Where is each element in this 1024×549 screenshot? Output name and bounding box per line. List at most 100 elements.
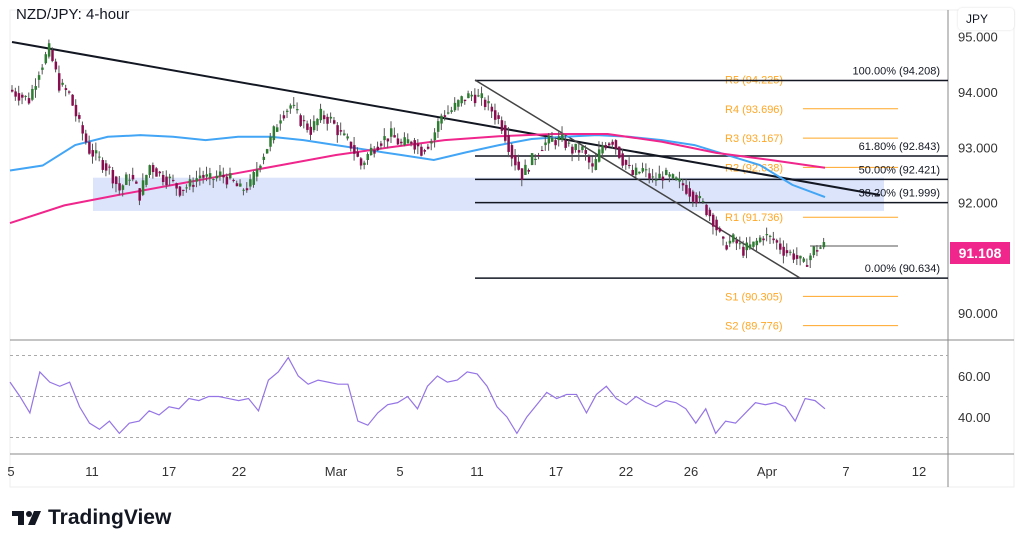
candle-body [550, 137, 554, 142]
candle-body [473, 94, 477, 104]
pivot-label: S2 (89.776) [725, 321, 782, 333]
candle-body [805, 265, 809, 267]
candle-body [400, 141, 403, 144]
candle-body [289, 105, 292, 109]
candle-body [188, 179, 192, 187]
candle-body [218, 171, 222, 177]
fib-label: 50.00% (92.421) [859, 164, 940, 176]
candle-body [685, 184, 688, 194]
candle-body [108, 166, 111, 168]
candle-body [500, 120, 504, 131]
candle-body [624, 160, 628, 165]
candle-body [614, 140, 618, 149]
candle-body [94, 150, 98, 154]
candle-body [457, 100, 460, 107]
candle-body [463, 99, 467, 102]
candle-body [772, 238, 775, 241]
candle-body [51, 49, 54, 61]
candle-body [138, 188, 141, 201]
candle-body [718, 228, 722, 232]
candle-body [524, 164, 527, 175]
candle-body [242, 189, 245, 191]
candle-body [54, 61, 58, 70]
candle-body [782, 246, 785, 256]
pivot-label: S1 (90.305) [725, 291, 782, 303]
candle-body [322, 115, 326, 120]
candle-body [272, 126, 276, 141]
candle-body [17, 93, 21, 101]
candle-body [715, 219, 718, 231]
sma100-line [9, 134, 826, 199]
candle-body [628, 164, 631, 166]
candle-body [346, 136, 349, 139]
candle-body [517, 161, 520, 170]
candle-body [815, 250, 819, 252]
candle-body [78, 115, 81, 119]
candle-body [725, 245, 728, 250]
candle-body [98, 156, 101, 158]
candle-body [359, 158, 363, 166]
candle-body [581, 146, 584, 151]
candle-body [775, 240, 779, 243]
candle-body [64, 88, 68, 91]
candle-body [601, 145, 604, 154]
candle-body [269, 136, 272, 147]
candle-body [165, 176, 168, 186]
candle-body [151, 164, 155, 173]
candle-body [648, 173, 651, 179]
candle-body [587, 156, 591, 163]
candle-body [135, 181, 138, 184]
candle-body [356, 151, 359, 157]
candle-body [534, 158, 537, 161]
chart-title: NZD/JPY: 4-hour [16, 6, 130, 23]
candle-body [111, 169, 115, 184]
candle-body [762, 238, 765, 241]
candle-body [604, 145, 608, 149]
candle-body [530, 153, 534, 165]
candle-body [128, 179, 131, 181]
candle-body [654, 179, 658, 181]
candle-body [651, 176, 655, 178]
time-tick-label: 26 [684, 464, 698, 479]
candle-body [182, 189, 185, 191]
candle-body [574, 143, 577, 151]
candle-body [91, 150, 94, 157]
candle-body [44, 54, 48, 64]
candle-body [104, 163, 108, 171]
rsi-tick-label: 60.00 [958, 369, 991, 384]
price-tick-label: 90.000 [958, 306, 998, 321]
time-tick-label: 5 [396, 464, 403, 479]
candle-body [450, 110, 453, 112]
candle-body [74, 104, 78, 117]
candle-body [675, 177, 678, 180]
candle-body [101, 160, 105, 170]
candle-body [567, 142, 571, 144]
time-tick-label: 11 [470, 464, 484, 479]
currency-button[interactable]: JPY [958, 8, 1014, 30]
candle-body [577, 150, 581, 153]
candle-body [430, 141, 433, 144]
candle-body [252, 172, 255, 185]
candle-body [329, 116, 333, 119]
candle-body [306, 123, 309, 130]
logo-text: TradingView [48, 506, 172, 529]
candle-body [634, 167, 638, 175]
candle-body [121, 185, 125, 190]
candle-body [540, 150, 544, 152]
candle-body [668, 174, 671, 177]
candle-body [711, 214, 715, 227]
candle-body [557, 136, 561, 141]
candle-body [61, 82, 64, 85]
price-tick-label: 94.000 [958, 85, 998, 100]
candle-body [195, 178, 198, 182]
time-tick-label: 12 [912, 464, 926, 479]
candle-body [440, 115, 443, 124]
candle-body [225, 176, 229, 185]
candle-body [84, 133, 88, 143]
pivot-label: R1 (91.736) [725, 212, 783, 224]
candle-body [768, 235, 772, 237]
candle-body [175, 183, 178, 189]
time-tick-label: 11 [85, 464, 99, 479]
candle-body [809, 255, 812, 261]
